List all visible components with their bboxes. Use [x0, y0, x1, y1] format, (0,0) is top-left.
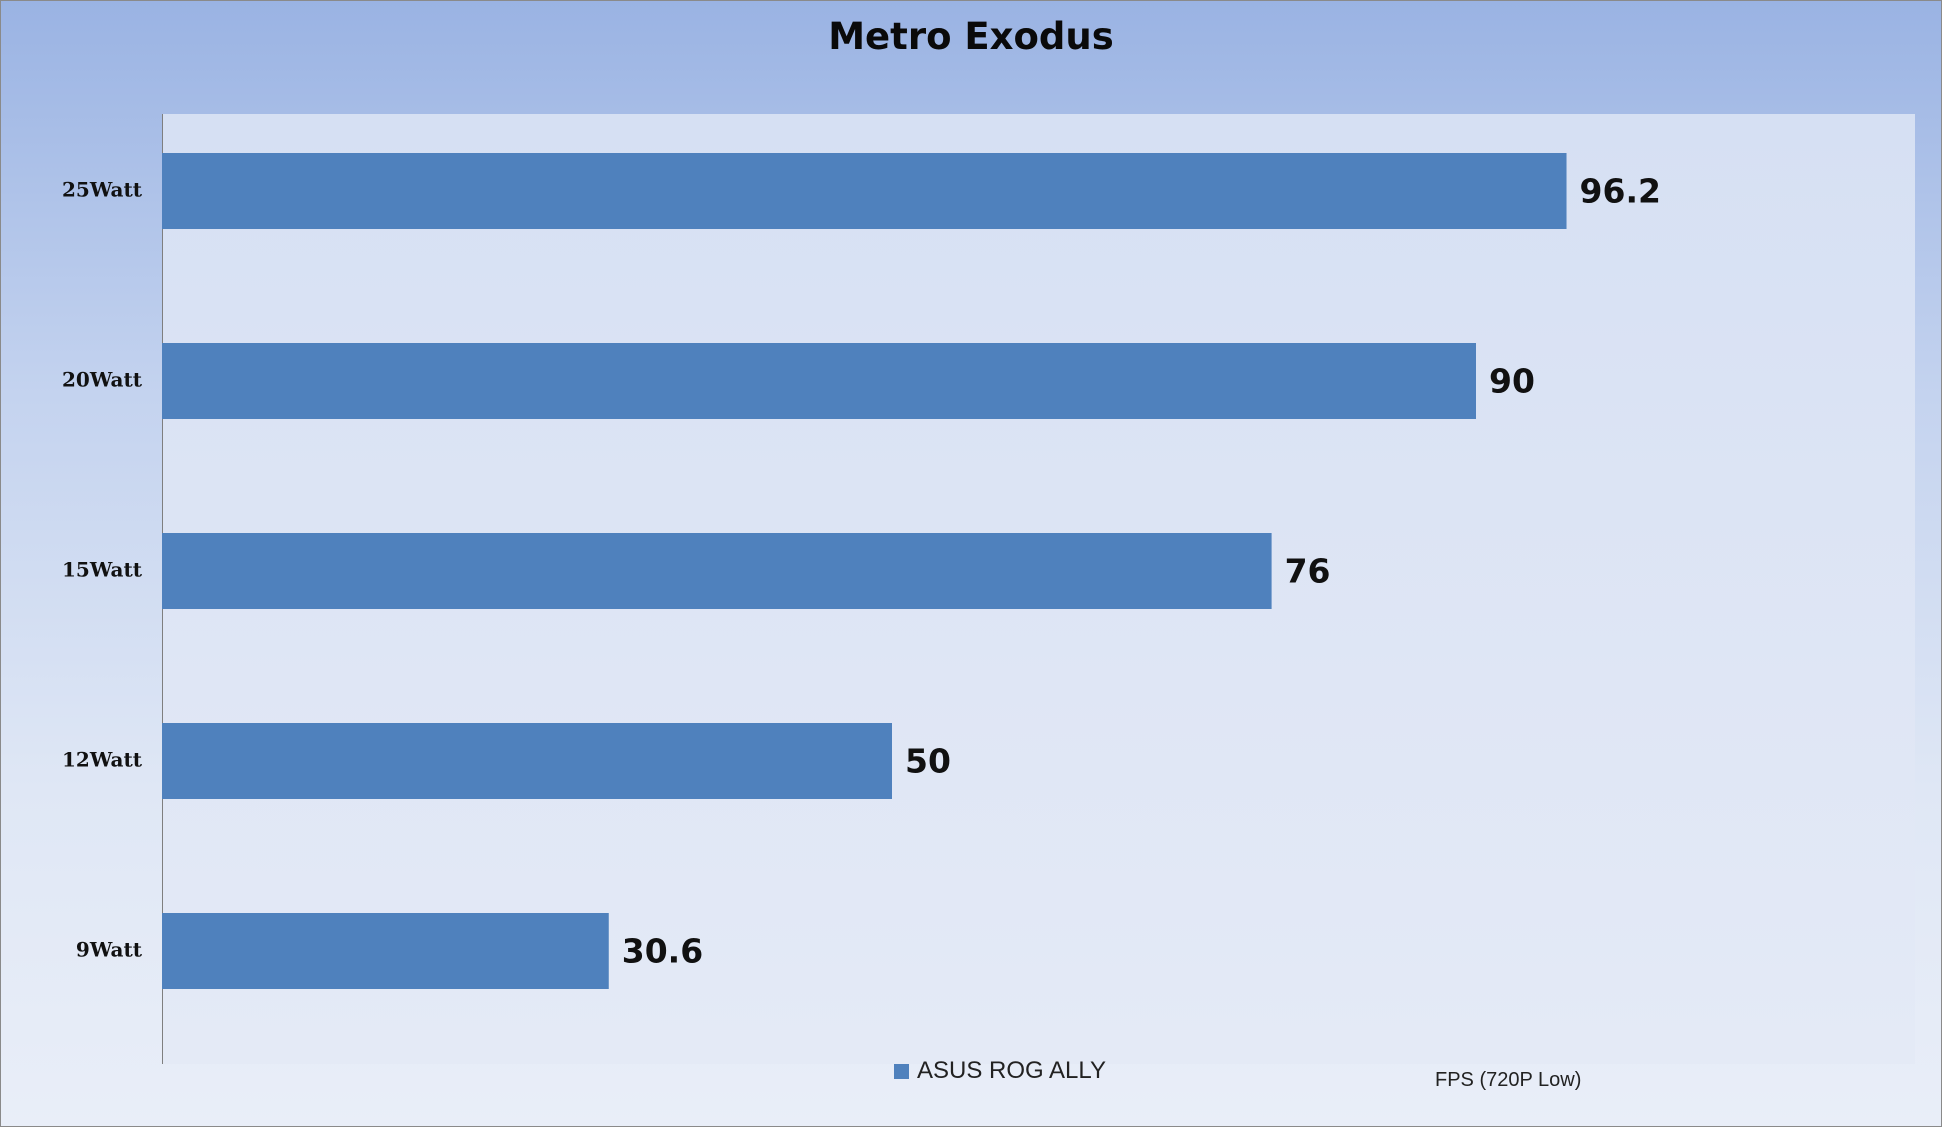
- legend: ASUS ROG ALLY: [894, 1056, 1106, 1086]
- category-label: 25Watt: [62, 178, 143, 202]
- value-label: 96.2: [1580, 172, 1661, 211]
- bar-12watt: [162, 723, 892, 799]
- bar-15watt: [162, 533, 1272, 609]
- legend-label: ASUS ROG ALLY: [917, 1057, 1106, 1084]
- category-label: 15Watt: [62, 558, 143, 582]
- category-label: 9Watt: [76, 938, 143, 962]
- bar-25watt: [162, 153, 1567, 229]
- legend-swatch: [894, 1063, 909, 1079]
- value-label: 50: [905, 742, 951, 781]
- value-label: 76: [1285, 552, 1331, 591]
- value-label: 30.6: [622, 932, 703, 971]
- chart-title: Metro Exodus: [828, 15, 1114, 58]
- category-label: 12Watt: [62, 748, 143, 772]
- value-label: 90: [1489, 362, 1535, 401]
- bar-20watt: [162, 343, 1476, 419]
- x-axis-title: FPS (720P Low): [1435, 1069, 1582, 1091]
- category-label: 20Watt: [62, 368, 143, 392]
- bar-9watt: [162, 913, 609, 989]
